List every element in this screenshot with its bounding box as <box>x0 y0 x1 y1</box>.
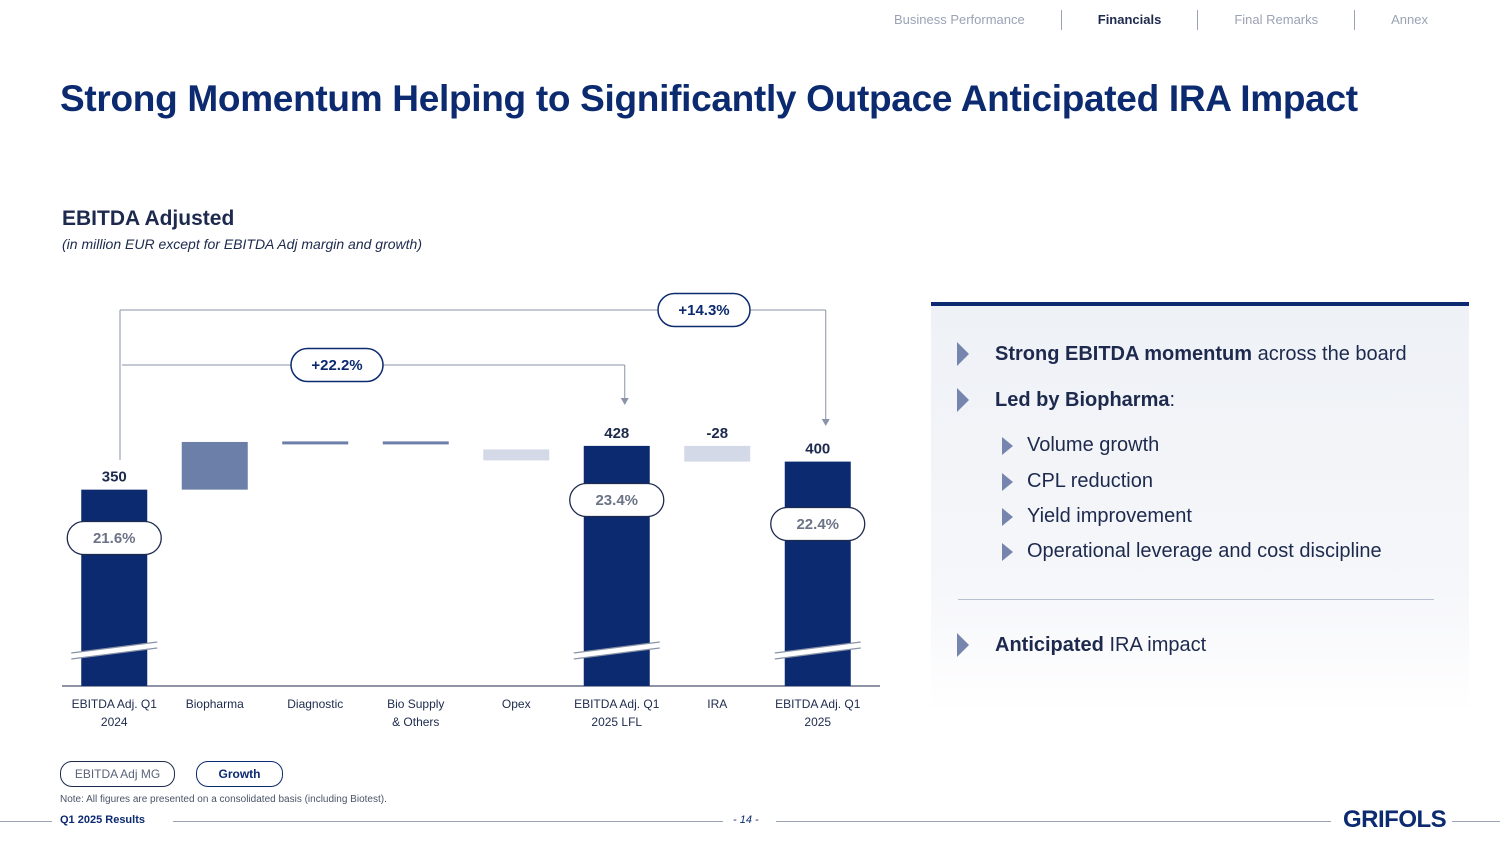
footer-rule-mid-left <box>173 821 723 822</box>
footer-rule-left <box>0 821 52 822</box>
footer-rule-mid-right <box>776 821 1331 822</box>
axis-break-line-7 <box>774 647 861 660</box>
axis-break-line-0 <box>71 641 158 654</box>
bar-1 <box>181 441 248 490</box>
triangle-bullet-icon <box>957 388 969 412</box>
triangle-bullet-icon <box>1002 542 1013 561</box>
bullet-led-by-biopharma: Led by Biopharma: <box>957 388 1175 412</box>
triangle-bullet-icon <box>1002 472 1013 491</box>
bar-6 <box>684 445 751 462</box>
category-label-4: Opex <box>502 697 531 711</box>
growth-arrowhead-icon-0 <box>620 398 629 405</box>
bullet-anticipated-ira: Anticipated IRA impact <box>957 633 1206 657</box>
category-label-6: IRA <box>707 697 727 711</box>
legend-growth: Growth <box>196 761 283 787</box>
margin-label-0: 21.6% <box>93 530 136 547</box>
sub-bullet-cpl-reduction: CPL reduction <box>1002 470 1153 493</box>
page-title: Strong Momentum Helping to Significantly… <box>60 78 1358 119</box>
sub-bullet-text: Operational leverage and cost discipline <box>1027 540 1382 562</box>
growth-label-0: +22.2% <box>311 357 362 374</box>
bullet-rest: IRA impact <box>1103 633 1207 656</box>
margin-pill-7 <box>770 506 866 542</box>
highlights-panel: Strong EBITDA momentum across the board … <box>931 302 1469 714</box>
axis-break-line-5 <box>573 647 660 660</box>
margin-pill-5 <box>569 482 665 518</box>
legend-margin: EBITDA Adj MG <box>60 761 175 787</box>
axis-break-gap-0 <box>70 642 158 659</box>
category-label-7: EBITDA Adj. Q1 <box>775 697 861 711</box>
nav-business-performance[interactable]: Business Performance <box>858 10 1062 30</box>
triangle-bullet-icon <box>1002 507 1013 526</box>
value-label-0: 350 <box>102 469 127 486</box>
category-label-5: 2025 LFL <box>591 715 642 729</box>
axis-break-line-7 <box>774 641 861 654</box>
panel-divider <box>958 599 1434 600</box>
page-number: - 14 - <box>733 814 759 826</box>
category-label-3: Bio Supply <box>387 697 444 711</box>
sub-bullet-text: Volume growth <box>1027 434 1160 456</box>
bullet-rest: across the board <box>1252 342 1407 365</box>
growth-arrowhead-icon-1 <box>821 419 830 426</box>
growth-label-1: +14.3% <box>678 302 729 319</box>
footer-rule-right <box>1452 821 1500 822</box>
value-label-5: 428 <box>604 425 629 442</box>
bullet-text: Anticipated IRA impact <box>995 634 1206 657</box>
margin-label-5: 23.4% <box>595 492 638 509</box>
ebitda-waterfall-chart: 350 EBITDA Adj. Q1 2024 Biopharma Diagnostic… <box>62 292 880 729</box>
category-label-0: 2024 <box>101 715 128 729</box>
value-label-6: -28 <box>706 425 728 442</box>
margin-pill-0 <box>66 520 162 556</box>
bullet-rest: : <box>1169 388 1176 411</box>
sub-bullet-text: Yield improvement <box>1027 505 1192 527</box>
category-label-7: 2025 <box>804 715 831 729</box>
triangle-bullet-icon <box>1002 436 1013 455</box>
bullet-ebitda-momentum: Strong EBITDA momentum across the board <box>957 342 1407 366</box>
nav-final-remarks[interactable]: Final Remarks <box>1198 10 1356 30</box>
growth-pill-0 <box>290 347 384 383</box>
bar-4 <box>483 449 550 461</box>
category-label-1: Biopharma <box>186 697 244 711</box>
axis-break-gap-5 <box>573 642 661 659</box>
category-label-3: & Others <box>392 715 439 729</box>
value-label-7: 400 <box>805 441 830 458</box>
footnote: Note: All figures are presented on a con… <box>60 794 387 805</box>
footer-report-label: Q1 2025 Results <box>60 814 145 826</box>
bar-2 <box>282 441 349 445</box>
category-label-0: EBITDA Adj. Q1 <box>72 697 158 711</box>
chart-title: EBITDA Adjusted <box>62 207 235 230</box>
bar-3 <box>382 441 449 445</box>
axis-break-line-0 <box>71 647 158 660</box>
bullet-bold: Led by Biopharma <box>995 388 1170 411</box>
nav-financials[interactable]: Financials <box>1062 10 1199 30</box>
triangle-bullet-icon <box>957 342 969 366</box>
bullet-bold: Strong EBITDA momentum <box>995 342 1253 365</box>
growth-pill-1 <box>657 292 751 328</box>
bullet-text: Strong EBITDA momentum across the board <box>995 343 1407 366</box>
sub-bullet-text: CPL reduction <box>1027 470 1153 492</box>
sub-bullet-yield-improvement: Yield improvement <box>1002 505 1192 528</box>
sub-bullet-operational-leverage: Operational leverage and cost discipline <box>1002 540 1382 563</box>
margin-label-7: 22.4% <box>796 516 839 533</box>
category-label-5: EBITDA Adj. Q1 <box>574 697 660 711</box>
nav-annex[interactable]: Annex <box>1391 12 1428 27</box>
bullet-text: Led by Biopharma: <box>995 389 1175 412</box>
grifols-logo: GRIFOLS <box>1343 806 1447 833</box>
triangle-bullet-icon <box>957 633 969 657</box>
sub-bullet-volume-growth: Volume growth <box>1002 434 1159 457</box>
category-label-2: Diagnostic <box>287 697 343 711</box>
axis-break-line-5 <box>573 641 660 654</box>
bullet-bold: Anticipated <box>995 633 1104 656</box>
top-navigation: Business Performance Financials Final Re… <box>858 10 1430 30</box>
axis-break-gap-7 <box>774 642 862 659</box>
chart-subtitle: (in million EUR except for EBITDA Adj ma… <box>62 236 422 252</box>
